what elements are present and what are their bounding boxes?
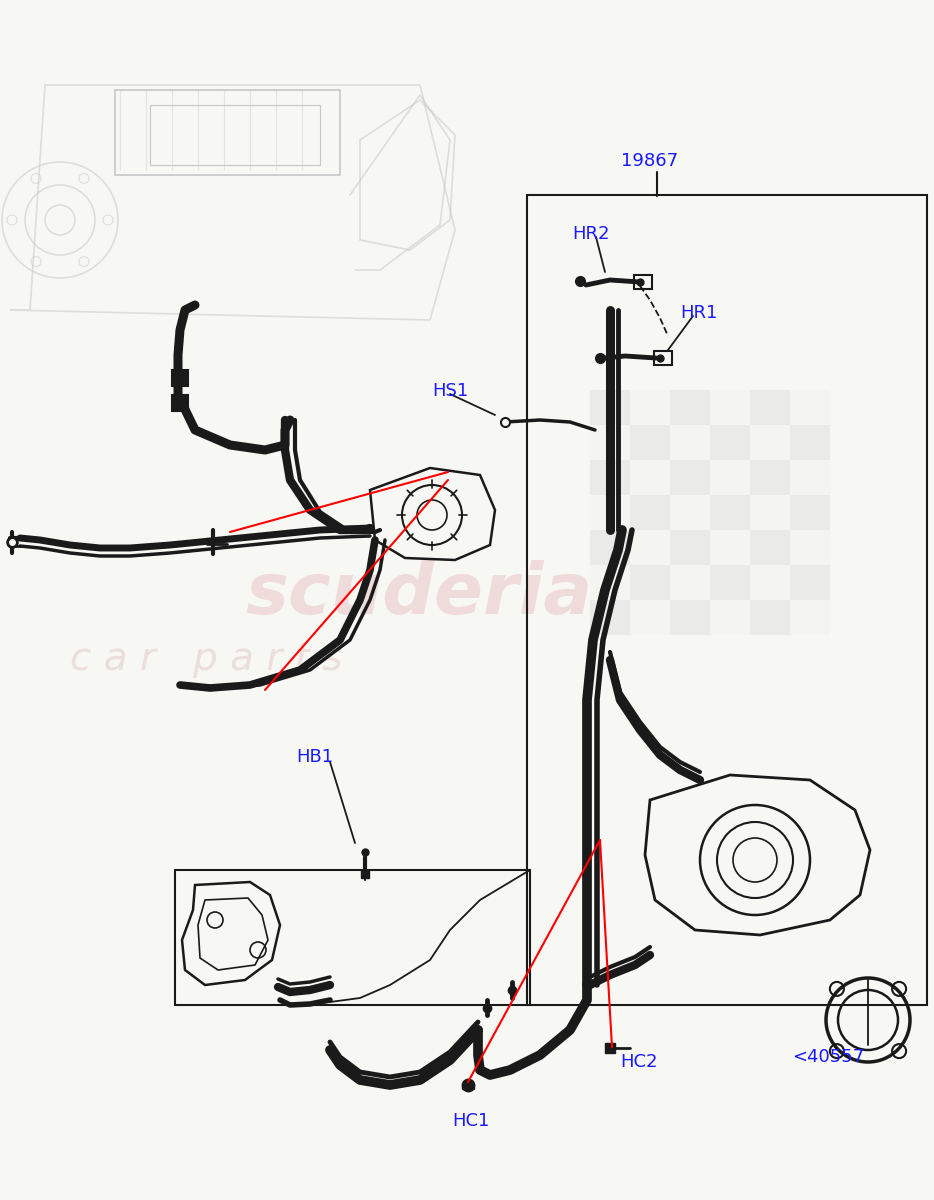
Text: <40557: <40557 [792,1048,864,1066]
Text: HR2: HR2 [572,226,610,242]
Bar [670,600,710,635]
Bar [115,90,340,175]
Bar [790,494,830,530]
Text: HR1: HR1 [680,304,717,322]
Bar [527,194,927,1006]
Bar [710,425,750,460]
Text: 19867: 19867 [621,152,678,170]
Bar [710,494,750,530]
Bar [790,460,830,494]
Bar [630,494,670,530]
Bar [750,600,790,635]
Bar [654,350,672,365]
Text: HB1: HB1 [296,748,333,766]
Bar [590,390,630,425]
Bar [634,275,652,289]
Bar [670,390,710,425]
Bar [750,425,790,460]
Bar [670,494,710,530]
Bar [590,460,630,494]
Bar [670,530,710,565]
Bar [750,565,790,600]
Text: HC1: HC1 [452,1112,489,1130]
Bar [590,494,630,530]
Bar [630,390,670,425]
Bar [670,425,710,460]
Bar [172,395,188,410]
Bar [590,530,630,565]
Bar [710,565,750,600]
Bar [670,565,710,600]
Bar [630,460,670,494]
Bar [710,390,750,425]
Bar [172,370,188,386]
Bar [150,104,320,164]
Bar [710,460,750,494]
Bar [790,390,830,425]
Bar [710,530,750,565]
Bar [790,565,830,600]
Bar [750,460,790,494]
Bar [790,425,830,460]
Text: c a r   p a r t s: c a r p a r t s [70,640,343,678]
Bar [750,494,790,530]
Bar [670,460,710,494]
Bar [630,425,670,460]
Bar [630,565,670,600]
Bar [590,425,630,460]
Bar [590,565,630,600]
Bar [750,390,790,425]
Bar [750,530,790,565]
Text: HS1: HS1 [432,382,468,400]
Bar [790,530,830,565]
Bar [175,870,530,1006]
Bar [630,530,670,565]
Text: scuderia: scuderia [245,560,592,629]
Bar [590,600,630,635]
Bar [630,600,670,635]
Text: HC2: HC2 [620,1054,658,1070]
Bar [790,600,830,635]
Bar [710,600,750,635]
